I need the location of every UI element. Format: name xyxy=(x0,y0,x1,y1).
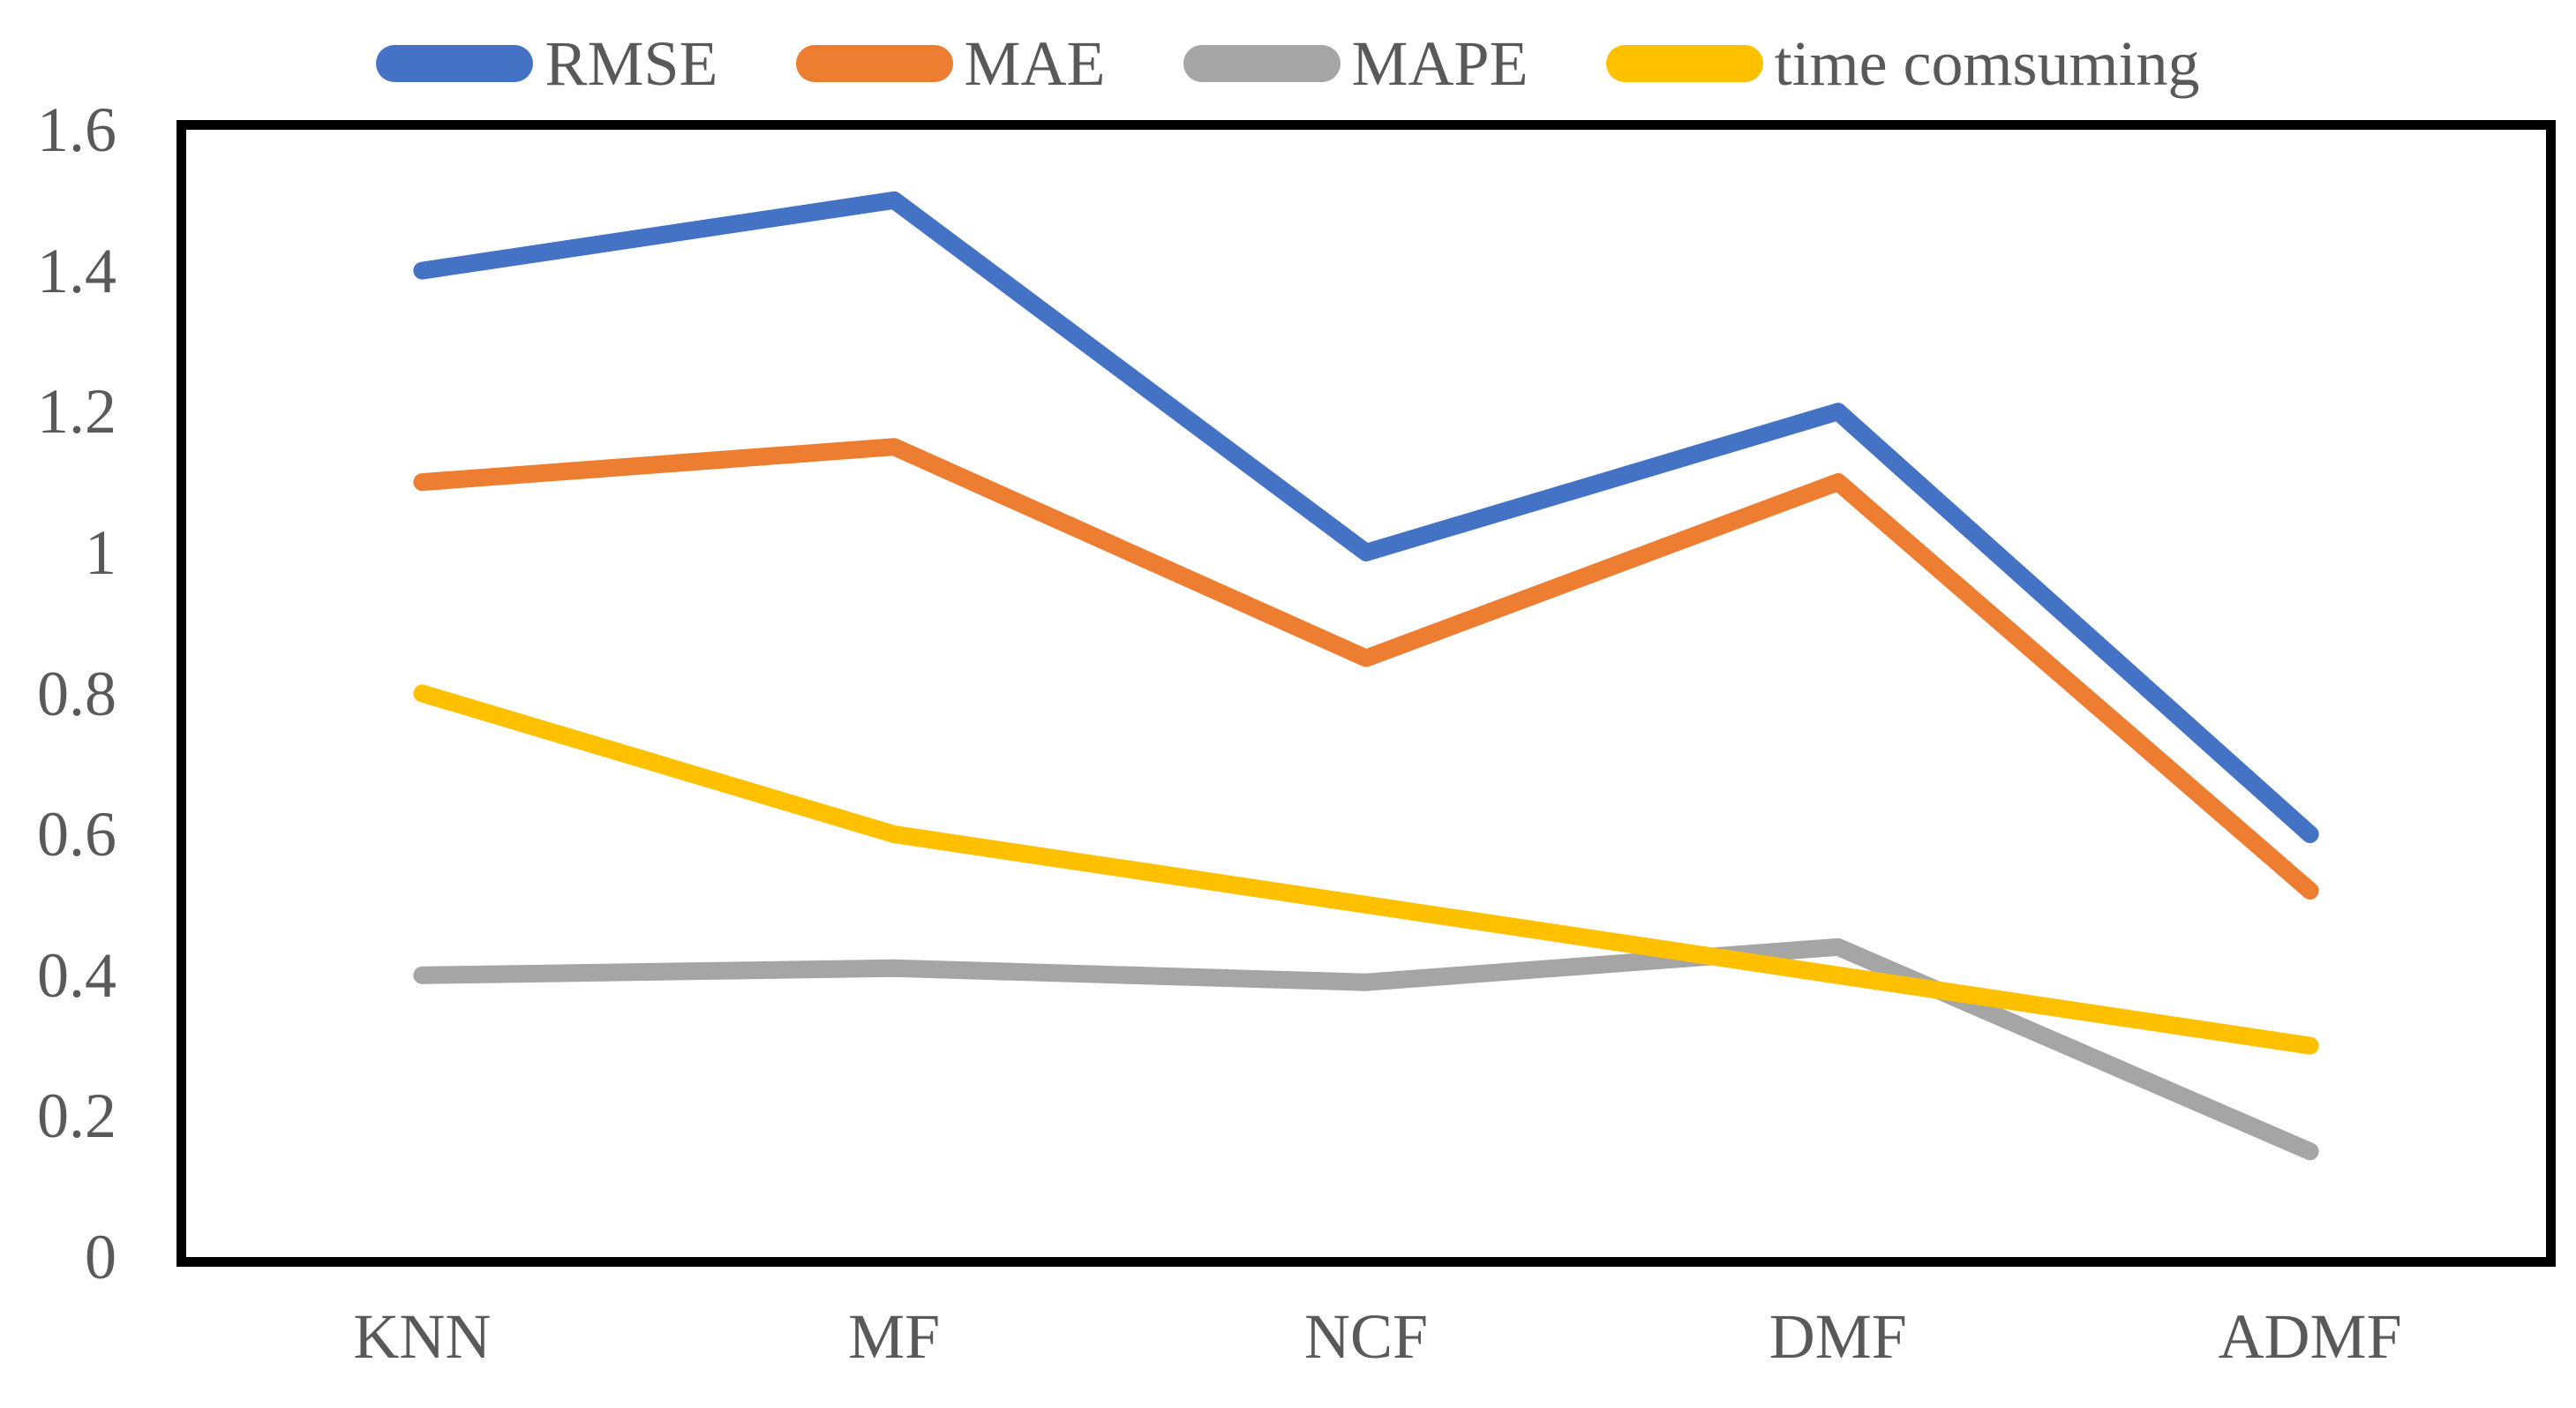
x-axis-category-label: MF xyxy=(848,1301,941,1372)
x-axis-category-label: DMF xyxy=(1769,1301,1907,1372)
legend-label-mape: MAPE xyxy=(1351,28,1528,99)
y-axis-tick-label: 0.6 xyxy=(37,799,116,870)
y-axis-tick-label: 1.2 xyxy=(37,376,116,448)
mae-line xyxy=(413,438,2319,900)
rmse-line xyxy=(413,191,2319,844)
y-axis-tick-label: 1 xyxy=(85,516,116,588)
x-axis-category-label: ADMF xyxy=(2218,1301,2402,1372)
rmse-line-swatch-icon xyxy=(376,45,534,82)
y-axis-tick-label: 0.4 xyxy=(37,939,116,1011)
mae-line-swatch-icon xyxy=(795,45,953,82)
legend-label-time-comsuming: time comsuming xyxy=(1774,28,2200,99)
time-comsuming-line xyxy=(413,684,2319,1055)
time-comsuming-line-swatch-icon xyxy=(1605,45,1763,82)
mape-line xyxy=(413,937,2319,1161)
y-axis-tick-label: 0.2 xyxy=(37,1080,116,1152)
y-axis-tick-label: 0.8 xyxy=(37,658,116,729)
x-axis-category-label: KNN xyxy=(353,1301,492,1372)
plot-area xyxy=(413,191,2319,1161)
legend-item-time-comsuming: time comsuming xyxy=(1605,28,2200,99)
plot-area-border xyxy=(176,120,2556,1267)
legend-item-rmse: RMSE xyxy=(376,28,718,99)
legend-item-mae: MAE xyxy=(795,28,1106,99)
legend: RMSE MAE MAPE time comsuming xyxy=(0,30,2576,97)
y-axis-tick-label: 0 xyxy=(85,1222,116,1292)
y-axis-tick-label: 1.6 xyxy=(37,94,116,165)
legend-label-rmse: RMSE xyxy=(544,28,718,99)
legend-label-mae: MAE xyxy=(964,28,1106,99)
y-axis-tick-label: 1.4 xyxy=(37,235,116,306)
mape-line-swatch-icon xyxy=(1183,45,1341,82)
legend-item-mape: MAPE xyxy=(1183,32,1528,95)
x-axis-category-label: NCF xyxy=(1303,1301,1429,1372)
